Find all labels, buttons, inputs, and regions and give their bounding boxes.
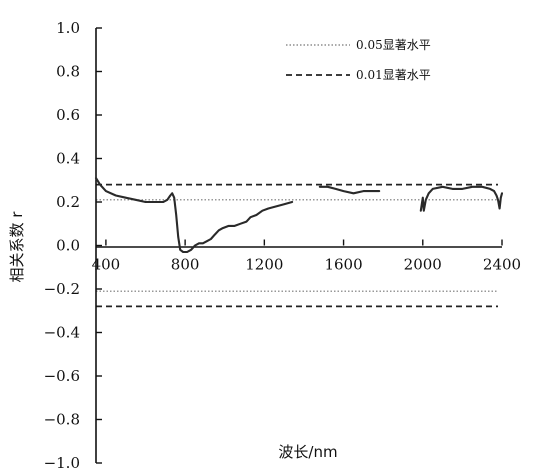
y-tick-label: 0.8 — [56, 63, 80, 81]
x-tick-label: 1600 — [324, 256, 362, 274]
y-axis-title: 相关系数 r — [8, 211, 26, 283]
x-tick-label: 800 — [171, 256, 200, 274]
y-tick-label: −0.2 — [44, 280, 80, 298]
y-tick-label: −0.8 — [44, 411, 80, 429]
axes — [95, 28, 502, 463]
y-ticks: 1.0 0.8 0.6 0.4 0.2 0.0 −0.2 −0.4 −0.6 −0.8 −1.0 — [44, 19, 102, 471]
y-tick-label: 0.6 — [56, 106, 80, 124]
y-tick-label: 0.2 — [56, 193, 80, 211]
x-tick-label: 1200 — [245, 256, 283, 274]
legend: 0.05显著水平 0.01显著水平 — [286, 38, 431, 82]
y-tick-label: 0.4 — [56, 150, 80, 168]
x-tick-label: 400 — [92, 256, 121, 274]
legend-label-001: 0.01显著水平 — [356, 68, 431, 82]
legend-label-005: 0.05显著水平 — [356, 38, 431, 52]
y-tick-label: −0.4 — [44, 324, 80, 342]
y-tick-label: −1.0 — [44, 454, 80, 471]
series — [94, 177, 504, 254]
series-line-segment — [318, 185, 381, 195]
series-line-segment — [94, 177, 294, 254]
series-line-segment — [419, 185, 504, 212]
reference-lines — [96, 183, 498, 308]
y-tick-label: 1.0 — [56, 19, 80, 37]
x-tick-label: 2400 — [483, 256, 521, 274]
x-ticks: 400 800 1200 1600 2000 2400 — [92, 239, 521, 274]
x-tick-label: 2000 — [404, 256, 442, 274]
y-tick-label: −0.6 — [44, 367, 80, 385]
y-tick-label: 0.0 — [56, 237, 80, 255]
x-axis-title: 波长/nm — [278, 443, 337, 461]
